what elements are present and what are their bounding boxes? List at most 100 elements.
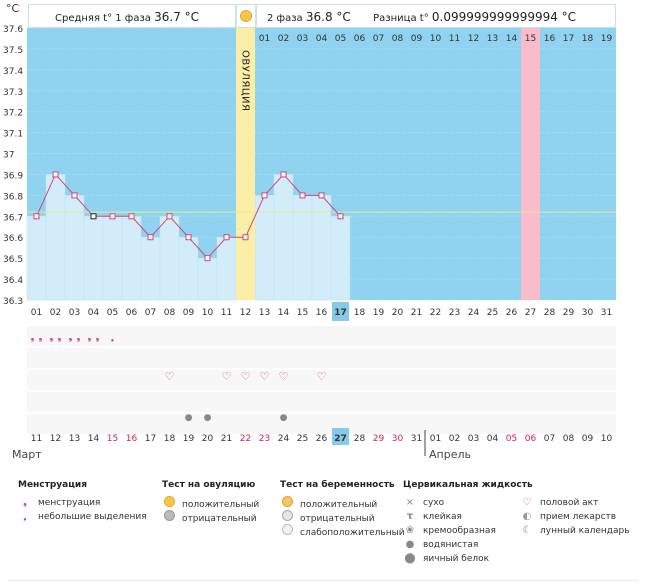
- cycle-day-label: 10: [202, 308, 214, 318]
- top-day-label: 16: [544, 34, 556, 44]
- cycle-day-label: 04: [88, 308, 100, 318]
- calendar-day-label: 07: [544, 434, 555, 444]
- legend-ovulation-item: отрицательный: [182, 514, 257, 524]
- menstruation-drop: ❟: [69, 332, 73, 343]
- y-tick-label: 37.1: [3, 130, 23, 140]
- calendar-day-label: 24: [278, 434, 290, 444]
- symbol-row: [27, 392, 616, 412]
- temperature-point: [299, 192, 306, 199]
- watery-drop: ●: [204, 413, 212, 423]
- cycle-day-label: 21: [411, 308, 422, 318]
- pregnancy-test-positive-icon: [280, 496, 294, 512]
- temperature-point: [128, 213, 135, 220]
- watery-icon: ●: [405, 539, 415, 550]
- calendar-day-label: 08: [563, 434, 575, 444]
- y-tick-label: 36.9: [3, 171, 23, 181]
- cycle-day-label: 25: [487, 308, 498, 318]
- cycle-day-label: 17: [334, 308, 347, 318]
- legend-ovulation-test: Тест на овуляцию положительный отрицател…: [162, 480, 259, 524]
- temperature-bar: [292, 195, 313, 301]
- temperature-bar: [121, 216, 142, 301]
- cycle-day-label: 09: [183, 308, 195, 318]
- y-tick-label: 37.6: [3, 25, 23, 35]
- top-day-label: 13: [487, 34, 498, 44]
- symbol-row: [27, 370, 616, 390]
- top-day-label: 10: [430, 34, 442, 44]
- legend-pregnancy-test: Тест на беременность положительный отриц…: [280, 480, 405, 538]
- cycle-day-label: 28: [544, 308, 556, 318]
- temperature-bar: [83, 216, 104, 301]
- ovulation-sun-icon: [240, 10, 252, 22]
- phase2-label: 2 фаза: [267, 13, 303, 24]
- legend-pregnancy-item: слабоположительный: [300, 528, 405, 538]
- y-tick-label: 36.8: [3, 192, 23, 202]
- cycle-day-label: 27: [525, 308, 536, 318]
- temperature-bar: [178, 236, 199, 301]
- cycle-day-label: 14: [278, 308, 290, 318]
- y-tick-label: 37.3: [3, 88, 23, 98]
- calendar-day-label: 09: [582, 434, 594, 444]
- temperature-bar: [273, 174, 294, 301]
- pregnancy-test-weak-icon: [280, 524, 294, 540]
- temperature-point: [261, 192, 268, 199]
- y-tick-label: 37.4: [3, 67, 23, 77]
- temperature-point: [318, 192, 325, 199]
- y-axis: °C 37.6 37.5 37.4 37.3 37.2 37.1 37 36.9 36.8 36.7…: [3, 2, 23, 307]
- legend-cervical-item: водянистая: [423, 540, 479, 550]
- temperature-bar: [216, 236, 237, 301]
- temperature-bar: [197, 257, 218, 301]
- y-tick-label: 36.6: [3, 234, 23, 244]
- difference-value: 0.099999999999994 °C: [431, 10, 577, 24]
- menstruation-drop-icon: ❟: [23, 497, 27, 508]
- cycle-day-label: 23: [449, 308, 460, 318]
- top-day-label: 15: [525, 34, 536, 44]
- legend-cervical-item: кремообразная: [423, 526, 496, 536]
- calendar-day-label: 01: [430, 434, 441, 444]
- top-day-label: 08: [392, 34, 404, 44]
- temperature-point: [242, 234, 249, 241]
- temperature-bar: [26, 216, 47, 301]
- cycle-day-label: 01: [31, 308, 42, 318]
- legend-pregnancy-item: отрицательный: [300, 514, 375, 524]
- ovulation-column: [236, 28, 255, 300]
- cycle-day-label: 29: [563, 308, 575, 318]
- intercourse-heart: ♡: [165, 370, 175, 383]
- ovulation-test-positive-icon: [162, 496, 176, 512]
- temperature-bar: [64, 195, 85, 301]
- calendar-date-axis: 11 12 13 14 15 16 17 18 19 20 21 22 23 24 25 26 27 28 29 30…: [12, 428, 612, 461]
- symbol-row: [27, 348, 616, 368]
- calendar-day-label: 06: [525, 434, 537, 444]
- calendar-day-label: 05: [506, 434, 517, 444]
- top-day-label: 07: [373, 34, 384, 44]
- menstruation-drop: ❟: [58, 332, 62, 343]
- intercourse-heart: ♡: [222, 370, 232, 383]
- cycle-day-label: 06: [126, 308, 138, 318]
- top-day-label: 17: [563, 34, 574, 44]
- calendar-day-label: 02: [449, 434, 460, 444]
- phase2-average-box: 2 фаза 36.8 °C Разница t° 0.099999999999…: [256, 4, 616, 28]
- calendar-day-label: 23: [259, 434, 270, 444]
- creamy-icon: ❀: [405, 525, 415, 536]
- legend-cervical-item: яичный белок: [423, 554, 490, 564]
- legend-ovulation-item: положительный: [182, 500, 260, 510]
- cycle-day-label: 05: [107, 308, 118, 318]
- pregnancy-test-negative-icon: [280, 510, 294, 526]
- cycle-day-label: 19: [373, 308, 385, 318]
- top-day-label: 01: [259, 34, 270, 44]
- heart-icon: ♡: [522, 497, 532, 508]
- temperature-point: [337, 213, 344, 220]
- cycle-day-label: 24: [468, 308, 480, 318]
- ovulation-test-negative-icon: [162, 510, 176, 526]
- calendar-day-label: 16: [126, 434, 138, 444]
- y-tick-label: 36.5: [3, 255, 23, 265]
- phase2-value: 36.8 °C: [305, 10, 351, 24]
- top-day-label: 18: [582, 34, 594, 44]
- y-tick-label: 36.3: [3, 297, 23, 307]
- highlight-column: [521, 28, 540, 300]
- legend-pregnancy-test-title: Тест на беременность: [280, 480, 395, 490]
- menstruation-drop: ❟: [39, 332, 43, 343]
- symbol-row: [27, 326, 616, 346]
- legend-menstruation: Менструация ❟ менструация ❟ небольшие выде…: [18, 480, 147, 524]
- temperature-bar: [311, 195, 332, 301]
